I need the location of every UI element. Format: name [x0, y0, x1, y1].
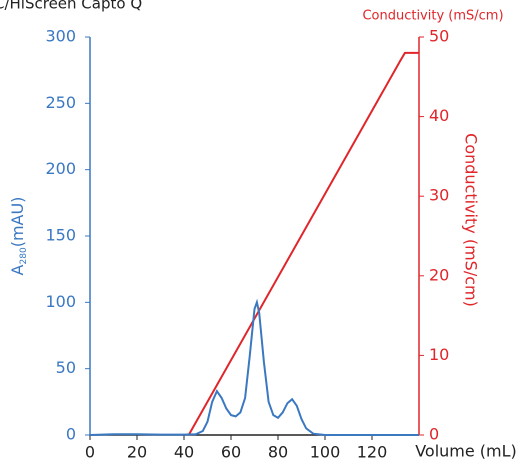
- y2-tick-label: 0: [429, 425, 439, 444]
- y-tick-label: 100: [45, 292, 76, 311]
- series-line: [89, 298, 419, 436]
- y2-tick-label: 30: [429, 186, 449, 205]
- y-tick-label: 150: [45, 226, 76, 245]
- x-axis-label: Volume (mL): [415, 442, 517, 461]
- y2-tick-label: 50: [429, 27, 449, 46]
- y-label-unit: (mAU): [8, 197, 27, 248]
- y2-tick-label: 20: [429, 265, 449, 284]
- y-tick-label: 0: [66, 425, 76, 444]
- y-tick-label: 250: [45, 93, 76, 112]
- y-tick-label: 200: [45, 159, 76, 178]
- y-tick-label: 300: [45, 27, 76, 46]
- y2-tick-label: 40: [429, 106, 449, 125]
- y2-tick-label: 10: [429, 345, 449, 364]
- x-tick-label: 80: [268, 443, 288, 462]
- y-tick-label: 50: [56, 358, 76, 377]
- chart-title: C/HiScreen Capto Q: [0, 0, 142, 13]
- x-tick-label: 20: [127, 443, 147, 462]
- y-label-main: A: [8, 264, 27, 275]
- x-tick-label: 40: [174, 443, 194, 462]
- y-axis-label: A280(mAU): [8, 197, 29, 276]
- y-label-sub: 280: [19, 247, 29, 264]
- y2-axis-label: Conductivity (mS/cm): [462, 133, 481, 307]
- series-line: [187, 51, 419, 436]
- y2-top-label: Conductivity (mS/cm): [362, 9, 503, 24]
- x-tick-label: 120: [357, 443, 388, 462]
- x-tick-label: 0: [85, 443, 95, 462]
- x-tick-label: 60: [221, 443, 241, 462]
- x-tick-label: 100: [310, 443, 341, 462]
